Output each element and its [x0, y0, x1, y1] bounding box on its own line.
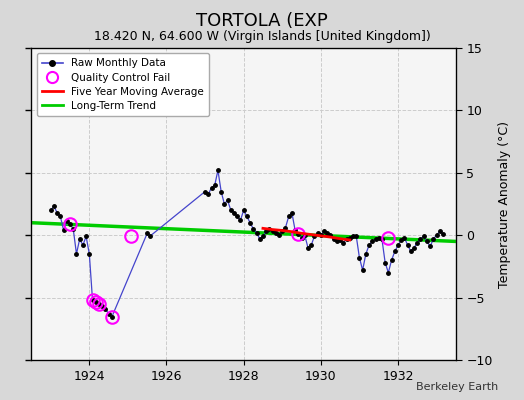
Text: 18.420 N, 64.600 W (Virgin Islands [United Kingdom]): 18.420 N, 64.600 W (Virgin Islands [Unit…: [94, 30, 430, 43]
Legend: Raw Monthly Data, Quality Control Fail, Five Year Moving Average, Long-Term Tren: Raw Monthly Data, Quality Control Fail, …: [37, 53, 209, 116]
Y-axis label: Temperature Anomaly (°C): Temperature Anomaly (°C): [498, 120, 511, 288]
Text: TORTOLA (EXP: TORTOLA (EXP: [196, 12, 328, 30]
Text: Berkeley Earth: Berkeley Earth: [416, 382, 498, 392]
